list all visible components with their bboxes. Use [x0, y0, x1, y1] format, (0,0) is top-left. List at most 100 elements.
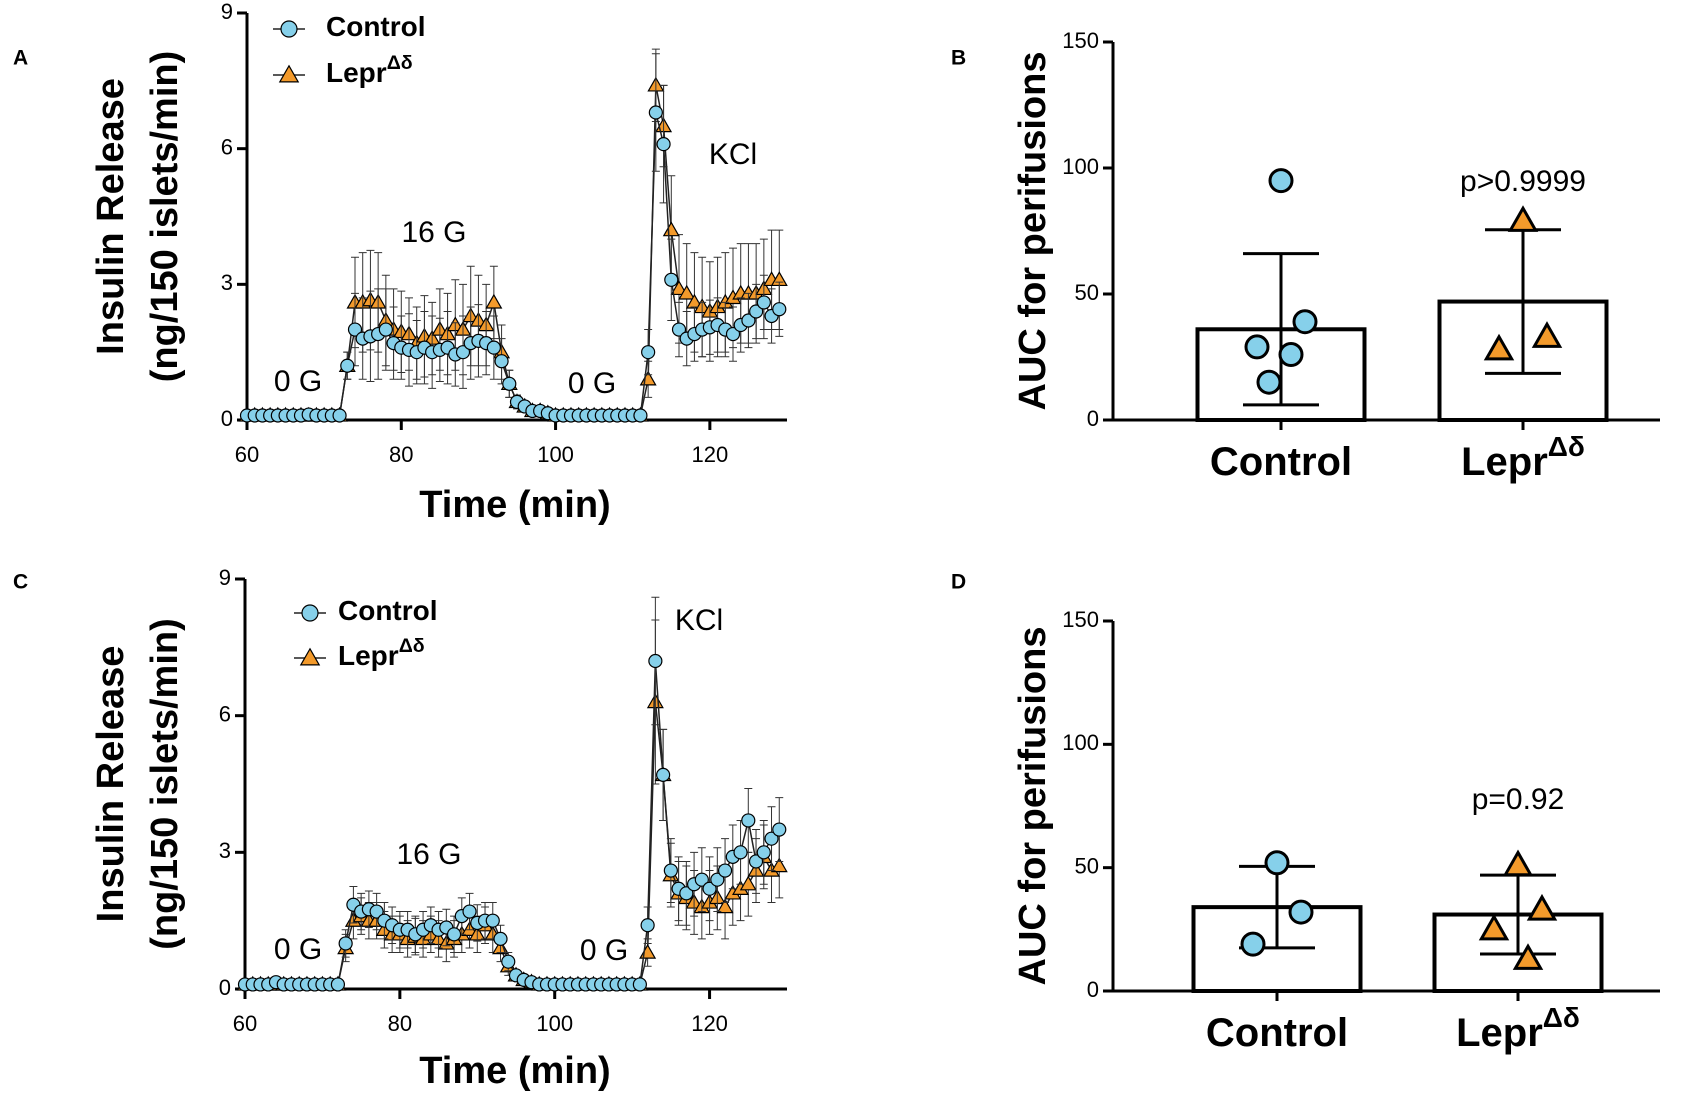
data-point: [1256, 369, 1282, 395]
data-point: [764, 831, 779, 846]
x-tick-label: 100: [537, 442, 574, 467]
y-tick-label: 150: [1062, 607, 1099, 632]
x-tick-label: 120: [691, 1011, 728, 1036]
legend-label: Control: [326, 11, 426, 42]
y-tick-label: 100: [1062, 154, 1099, 179]
data-point: [772, 302, 787, 317]
x-tick-label: Control: [1210, 440, 1352, 484]
series-line: [245, 660, 780, 986]
x-tick-label: 100: [536, 1011, 573, 1036]
x-tick-label-superscript: Δδ: [1548, 431, 1585, 462]
data-point: [739, 875, 757, 891]
x-tick-label-name: Control: [1210, 440, 1352, 484]
data-point: [756, 295, 771, 310]
data-point: [733, 845, 748, 860]
y-axis-title: (ng/150 islets/min): [144, 618, 186, 950]
data-point: [663, 863, 678, 878]
y-tick-label: 9: [219, 565, 231, 590]
series-line: [245, 701, 780, 986]
data-point: [493, 931, 508, 946]
x-axis-title: Time (min): [419, 484, 610, 526]
y-tick-label: 100: [1062, 730, 1099, 755]
data-point: [741, 313, 756, 328]
legend-label-name: Control: [338, 595, 438, 626]
y-axis-title: AUC for perifusions: [1012, 52, 1054, 411]
data-point: [494, 354, 509, 369]
legend-label-name: Control: [326, 11, 426, 42]
y-tick-label: 0: [219, 975, 231, 1000]
data-point: [641, 345, 656, 360]
legend-label-name: Lepr: [338, 640, 399, 671]
data-point: [662, 221, 680, 237]
panel-label: C: [13, 571, 28, 594]
data-point: [502, 376, 517, 391]
data-point: [1240, 931, 1266, 957]
data-point: [664, 272, 679, 287]
data-point: [671, 322, 687, 337]
x-tick-label: LeprΔδ: [1461, 431, 1585, 484]
panel-label: A: [13, 47, 28, 70]
y-axis-title: Insulin Release: [90, 78, 132, 355]
annotation: 0 G: [568, 367, 616, 400]
annotation: 16 G: [396, 838, 461, 871]
data-point: [756, 845, 771, 860]
data-point: [1531, 321, 1563, 348]
data-point: [710, 872, 725, 887]
panel-label: B: [951, 47, 966, 70]
x-tick-label: Control: [1206, 1011, 1348, 1055]
data-point: [332, 408, 347, 423]
legend-marker: [299, 647, 321, 666]
x-tick-label-name: Lepr: [1461, 440, 1548, 484]
x-tick-label: 120: [691, 442, 728, 467]
data-point: [1264, 850, 1290, 876]
data-point: [1244, 334, 1270, 360]
data-point: [347, 322, 363, 337]
y-axis-title: AUC for perifusions: [1012, 627, 1054, 986]
data-point: [741, 813, 756, 828]
data-point: [1483, 333, 1515, 361]
y-tick-label: 3: [219, 838, 231, 863]
annotation: p=0.92: [1472, 783, 1565, 816]
y-tick-label: 0: [1087, 977, 1099, 1002]
x-tick-label-name: Lepr: [1456, 1011, 1543, 1055]
data-point: [725, 326, 741, 342]
legend-label-name: Lepr: [326, 57, 387, 88]
y-tick-label: 150: [1062, 28, 1099, 53]
data-point: [462, 904, 477, 919]
y-axis-title: (ng/150 islets/min): [144, 51, 186, 383]
legend-label: LeprΔδ: [338, 635, 425, 671]
data-point: [1526, 893, 1558, 921]
data-point: [717, 863, 733, 878]
data-point: [678, 284, 696, 300]
x-tick-label: 60: [235, 442, 259, 467]
data-point: [702, 881, 717, 896]
data-point: [340, 358, 355, 373]
y-tick-label: 3: [221, 270, 233, 295]
data-point: [338, 936, 353, 951]
data-point: [748, 854, 764, 869]
legend-label-superscript: Δδ: [399, 635, 425, 657]
data-point: [670, 280, 688, 296]
data-point: [1268, 168, 1294, 194]
x-tick-label: 60: [233, 1011, 257, 1036]
y-tick-label: 6: [221, 134, 233, 159]
data-point: [455, 345, 471, 360]
y-tick-label: 9: [221, 0, 233, 24]
data-point: [716, 898, 734, 914]
x-tick-label: 80: [388, 1011, 412, 1036]
x-axis-title: Time (min): [419, 1050, 610, 1092]
data-point: [378, 322, 393, 337]
series-line: [247, 85, 780, 417]
data-point: [679, 886, 694, 901]
x-tick-label-superscript: Δδ: [1543, 1002, 1580, 1033]
data-point: [1288, 899, 1314, 925]
data-point: [369, 904, 384, 919]
data-point: [770, 857, 788, 873]
annotation: 0 G: [580, 934, 628, 967]
annotation: 16 G: [401, 216, 466, 249]
data-point: [1292, 309, 1318, 335]
legend-label: LeprΔδ: [326, 52, 413, 88]
data-point: [485, 913, 500, 928]
legend-label-superscript: Δδ: [387, 52, 413, 74]
data-point: [501, 954, 516, 969]
